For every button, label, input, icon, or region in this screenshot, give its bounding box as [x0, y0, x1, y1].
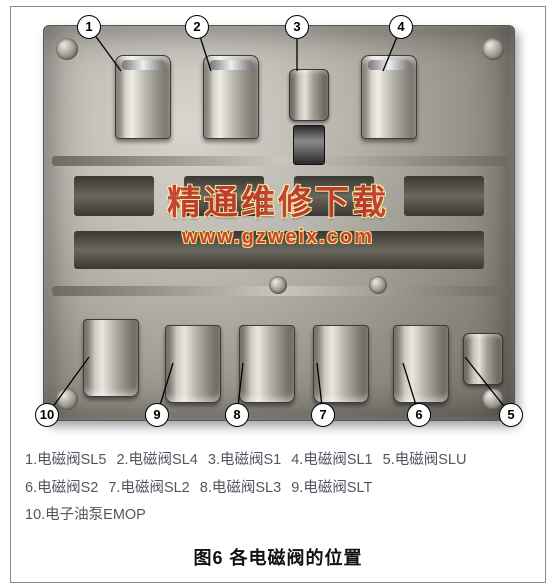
solenoid-bottom: [165, 325, 221, 403]
solenoid-top-small: [289, 69, 329, 121]
callout-2: 2: [185, 15, 209, 39]
casting-boss: [56, 388, 78, 410]
legend-item: 5.电磁阀SLU: [383, 452, 467, 468]
solenoid-top: [361, 55, 417, 139]
center-clip: [293, 125, 325, 165]
casting-slot: [184, 176, 264, 216]
callout-5: 5: [499, 403, 523, 427]
solenoid-bottom: [313, 325, 369, 403]
callout-7: 7: [311, 403, 335, 427]
solenoid-bottom: [239, 325, 295, 403]
legend-item: 2.电磁阀SL4: [116, 452, 197, 468]
figure-container: 精通维修下载 www.gzweix.com 12345678910 1.电磁阀S…: [10, 6, 546, 583]
casting-slot: [294, 176, 374, 216]
casting-boss: [369, 276, 387, 294]
casting-boss: [482, 38, 504, 60]
legend-item: 1.电磁阀SL5: [25, 452, 106, 468]
solenoid-bottom: [393, 325, 449, 403]
legend-item: 6.电磁阀S2: [25, 480, 98, 496]
legend-row: 6.电磁阀S2 7.电磁阀SL2 8.电磁阀SL3 9.电磁阀SLT: [25, 475, 531, 503]
legend-item: 3.电磁阀S1: [208, 452, 281, 468]
casting-rib: [52, 156, 508, 166]
casting-slot: [74, 231, 484, 269]
legend-item: 10.电子油泵EMOP: [25, 507, 146, 523]
legend-item: 4.电磁阀SL1: [291, 452, 372, 468]
casting-boss: [56, 38, 78, 60]
legend-row: 10.电子油泵EMOP: [25, 502, 531, 530]
solenoid-top: [203, 55, 259, 139]
legend-item: 7.电磁阀SL2: [108, 480, 189, 496]
legend-item: 9.电磁阀SLT: [291, 480, 372, 496]
casting-boss: [269, 276, 287, 294]
callout-1: 1: [77, 15, 101, 39]
callout-6: 6: [407, 403, 431, 427]
callout-3: 3: [285, 15, 309, 39]
solenoid-top: [115, 55, 171, 139]
solenoid-bottom-small: [463, 333, 503, 385]
callout-10: 10: [35, 403, 59, 427]
casting-slot: [404, 176, 484, 216]
legend-row: 1.电磁阀SL5 2.电磁阀SL4 3.电磁阀S1 4.电磁阀SL1 5.电磁阀…: [25, 447, 531, 475]
casting-slot: [74, 176, 154, 216]
diagram-photo-area: 精通维修下载 www.gzweix.com 12345678910: [11, 7, 545, 437]
callout-9: 9: [145, 403, 169, 427]
callout-8: 8: [225, 403, 249, 427]
figure-caption: 图6 各电磁阀的位置: [11, 536, 545, 582]
solenoid-bottom: [83, 319, 139, 397]
callout-4: 4: [389, 15, 413, 39]
legend-item: 8.电磁阀SL3: [200, 480, 281, 496]
legend: 1.电磁阀SL5 2.电磁阀SL4 3.电磁阀S1 4.电磁阀SL1 5.电磁阀…: [11, 437, 545, 536]
